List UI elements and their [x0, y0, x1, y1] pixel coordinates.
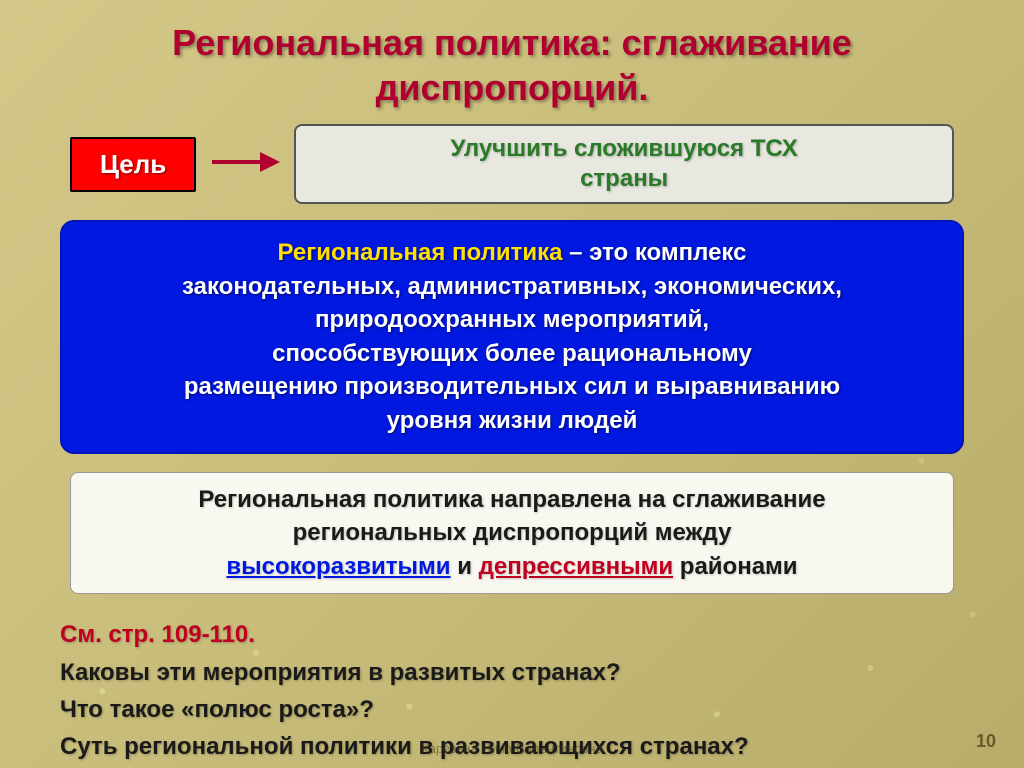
question-2: Что такое «полюс роста»?	[60, 691, 964, 728]
slide-title: Региональная политика: сглаживание диспр…	[50, 20, 974, 110]
goal-text-box: Улучшить сложившуюся ТСХ страны	[294, 124, 954, 204]
goal-label: Цель	[100, 149, 166, 179]
title-line1: Региональная политика: сглаживание	[172, 22, 852, 63]
page-ref: См. стр. 109-110.	[60, 616, 964, 653]
def-l6: уровня жизни людей	[387, 407, 638, 434]
goal-text-l2: страны	[580, 165, 668, 192]
dir-and: и	[451, 553, 479, 580]
def-l5: размещению производительных сил и выравн…	[184, 373, 840, 400]
goal-label-box: Цель	[70, 137, 196, 192]
dir-l1: Региональная политика направлена на сгла…	[198, 486, 825, 513]
dir-dep: депрессивными	[479, 553, 673, 580]
goal-row: Цель Улучшить сложившуюся ТСХ страны	[70, 124, 954, 204]
def-l2: законодательных, административных, эконо…	[182, 273, 842, 300]
def-l1: – это комплекс	[562, 239, 746, 266]
definition-box: Региональная политика – это комплекс зак…	[60, 220, 964, 454]
def-l4: способствующих более рациональному	[272, 340, 752, 367]
definition-term: Региональная политика	[278, 239, 563, 266]
direction-box: Региональная политика направлена на сгла…	[70, 472, 954, 595]
def-l3: природоохранных мероприятий,	[315, 306, 709, 333]
dir-l2a: региональных диспропорций между	[293, 519, 732, 546]
goal-text-l1: Улучшить сложившуюся ТСХ	[450, 135, 797, 162]
title-line2: диспропорций.	[376, 67, 649, 108]
question-1: Каковы эти мероприятия в развитых страна…	[60, 654, 964, 691]
footer-author: Карезина Нина Валентиновна	[0, 741, 1024, 756]
dir-tail: районами	[673, 553, 797, 580]
page-number: 10	[976, 731, 996, 752]
dir-high: высокоразвитыми	[226, 553, 450, 580]
arrow-icon	[210, 149, 280, 180]
slide: Региональная политика: сглаживание диспр…	[0, 0, 1024, 768]
